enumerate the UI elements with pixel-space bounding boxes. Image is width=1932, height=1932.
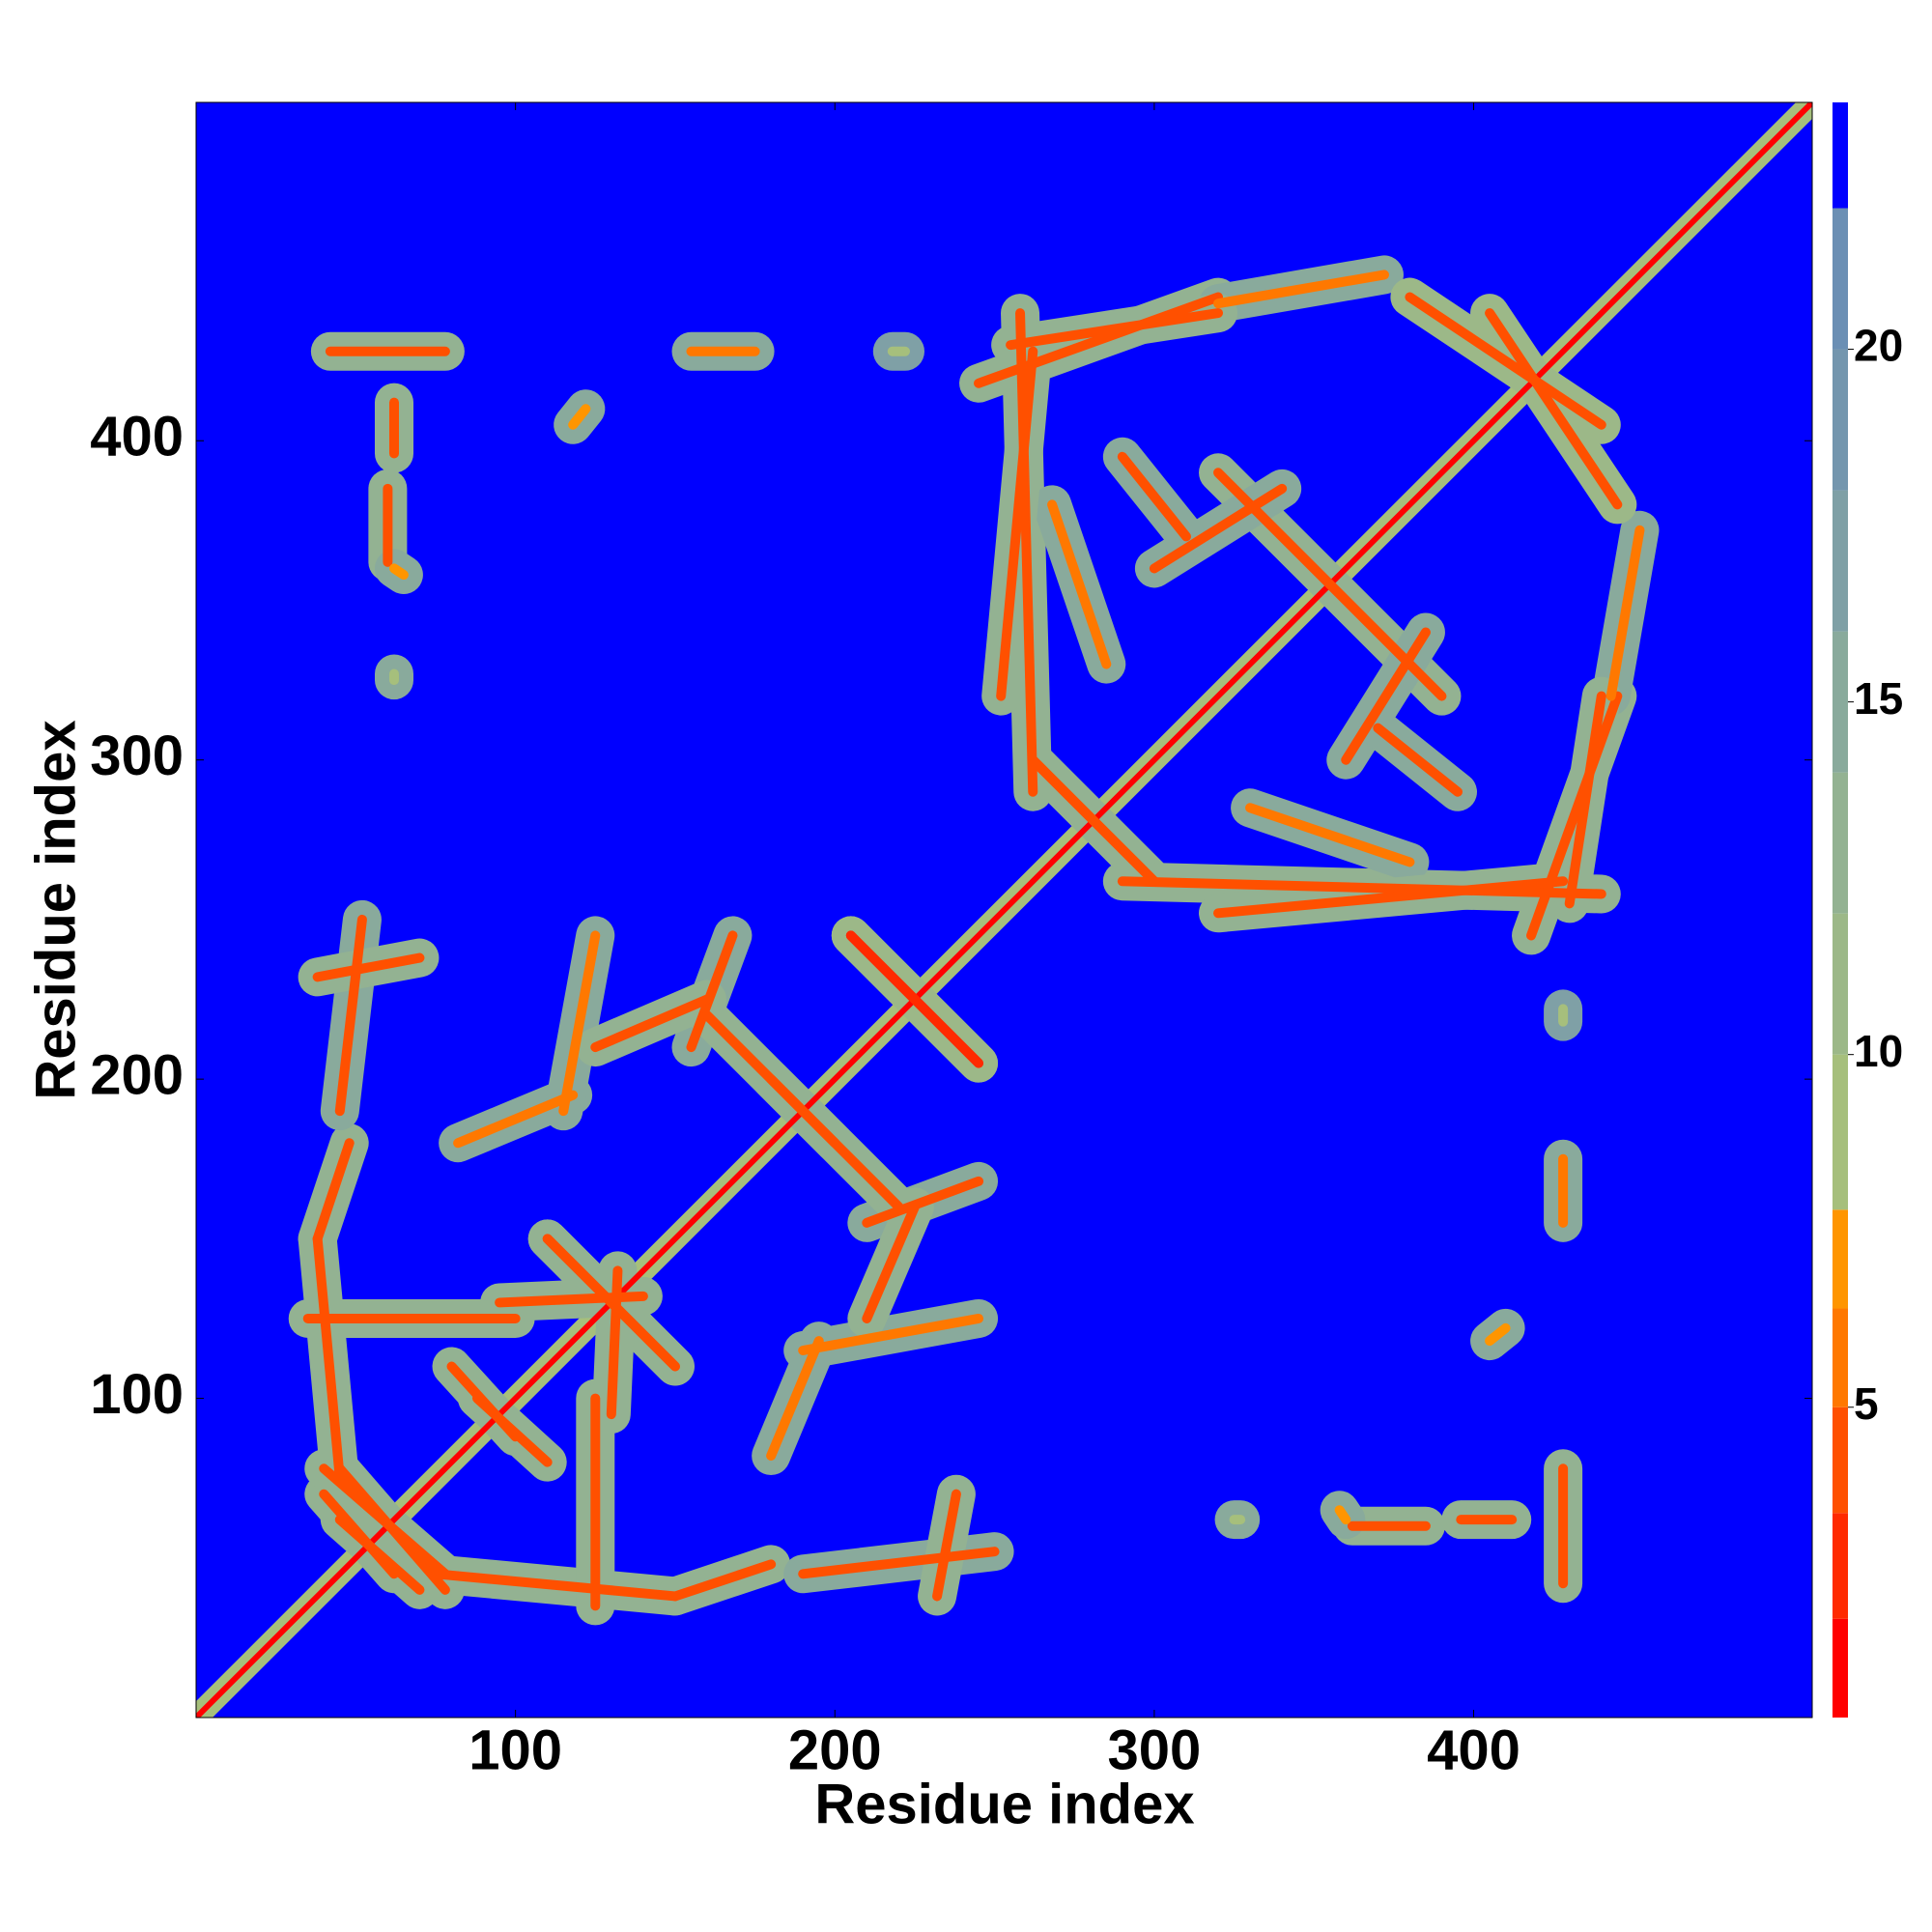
contact-core bbox=[495, 1291, 648, 1308]
contact-core bbox=[845, 930, 984, 1068]
contact-core bbox=[798, 1313, 984, 1355]
contact-core bbox=[1047, 499, 1112, 669]
colorbar-tick-label: 5 bbox=[1854, 1378, 1879, 1429]
contact-core bbox=[1373, 723, 1463, 797]
contact-core bbox=[862, 1202, 920, 1323]
contact-core bbox=[798, 1547, 1000, 1579]
contact-core bbox=[312, 1138, 355, 1244]
colorbar-band bbox=[1833, 1618, 1848, 1718]
contact-core bbox=[974, 292, 1224, 388]
contact-core bbox=[766, 1336, 824, 1462]
colorbar-band bbox=[1833, 1209, 1848, 1309]
colorbar-band bbox=[1833, 772, 1848, 914]
contact-core bbox=[334, 914, 367, 1117]
contact-core bbox=[606, 1265, 623, 1420]
contact-core bbox=[542, 1234, 680, 1372]
contact-core bbox=[590, 994, 713, 1053]
contact-core bbox=[1117, 451, 1191, 542]
contact-core bbox=[312, 952, 425, 982]
colorbar-band bbox=[1833, 490, 1848, 632]
y-tick-label: 300 bbox=[90, 724, 184, 787]
contact-core bbox=[996, 346, 1038, 701]
contact-core bbox=[1006, 308, 1224, 351]
y-tick-label: 400 bbox=[90, 406, 184, 469]
contact-core bbox=[1213, 876, 1569, 919]
contact-core bbox=[1485, 308, 1623, 510]
contact-core bbox=[1526, 691, 1623, 941]
contact-core bbox=[1485, 1322, 1511, 1347]
colorbar-band bbox=[1833, 1308, 1848, 1407]
contact-core bbox=[1028, 754, 1159, 887]
contact-core bbox=[196, 102, 1812, 1718]
contact-core bbox=[766, 1074, 904, 1212]
colorbar-band bbox=[1833, 208, 1848, 350]
colorbar-band bbox=[1833, 349, 1848, 491]
y-tick-label: 100 bbox=[90, 1363, 184, 1426]
colorbar-band bbox=[1833, 631, 1848, 773]
contact-core bbox=[862, 1176, 984, 1228]
contact-core bbox=[932, 1489, 961, 1602]
colorbar-band bbox=[1833, 1513, 1848, 1619]
x-tick-label: 100 bbox=[469, 1719, 562, 1781]
x-axis-title: Residue index bbox=[814, 1773, 1194, 1835]
contact-core bbox=[568, 404, 591, 430]
x-tick-label: 200 bbox=[788, 1719, 882, 1781]
contact-core bbox=[1605, 525, 1645, 701]
colorbar-tick-label: 20 bbox=[1854, 321, 1903, 371]
colorbar-band bbox=[1833, 1406, 1848, 1514]
contact-core bbox=[388, 563, 409, 581]
colorbar-tick-label: 15 bbox=[1854, 673, 1903, 724]
contact-core bbox=[669, 1559, 777, 1602]
contact-core bbox=[319, 1463, 450, 1579]
contact-core bbox=[471, 1393, 553, 1467]
colorbar-tick-label: 10 bbox=[1854, 1026, 1903, 1076]
x-tick-label: 300 bbox=[1108, 1719, 1202, 1781]
y-axis-title: Residue index bbox=[24, 720, 87, 1099]
contact-core bbox=[1117, 876, 1606, 899]
contact-core bbox=[1245, 803, 1415, 867]
plot-frame bbox=[195, 101, 1813, 1719]
contact-core bbox=[312, 1234, 345, 1484]
contact-core bbox=[558, 930, 601, 1117]
contact-core bbox=[430, 1569, 680, 1602]
contact-core bbox=[1334, 1505, 1351, 1525]
contact-core bbox=[334, 1515, 425, 1595]
contact-core bbox=[1213, 270, 1389, 309]
contact-core bbox=[1564, 691, 1606, 909]
contact-core bbox=[453, 1090, 579, 1149]
colorbar-band bbox=[1833, 1054, 1848, 1210]
x-tick-label: 400 bbox=[1427, 1719, 1520, 1781]
plot-area bbox=[196, 102, 1812, 1718]
y-tick-label: 200 bbox=[90, 1043, 184, 1106]
contact-core bbox=[1015, 308, 1038, 797]
contact-core bbox=[1149, 483, 1288, 574]
contact-core bbox=[686, 930, 738, 1053]
colorbar-band bbox=[1833, 102, 1848, 209]
contact-core bbox=[1405, 292, 1606, 430]
contact-core bbox=[1341, 627, 1431, 765]
colorbar-band bbox=[1833, 913, 1848, 1055]
